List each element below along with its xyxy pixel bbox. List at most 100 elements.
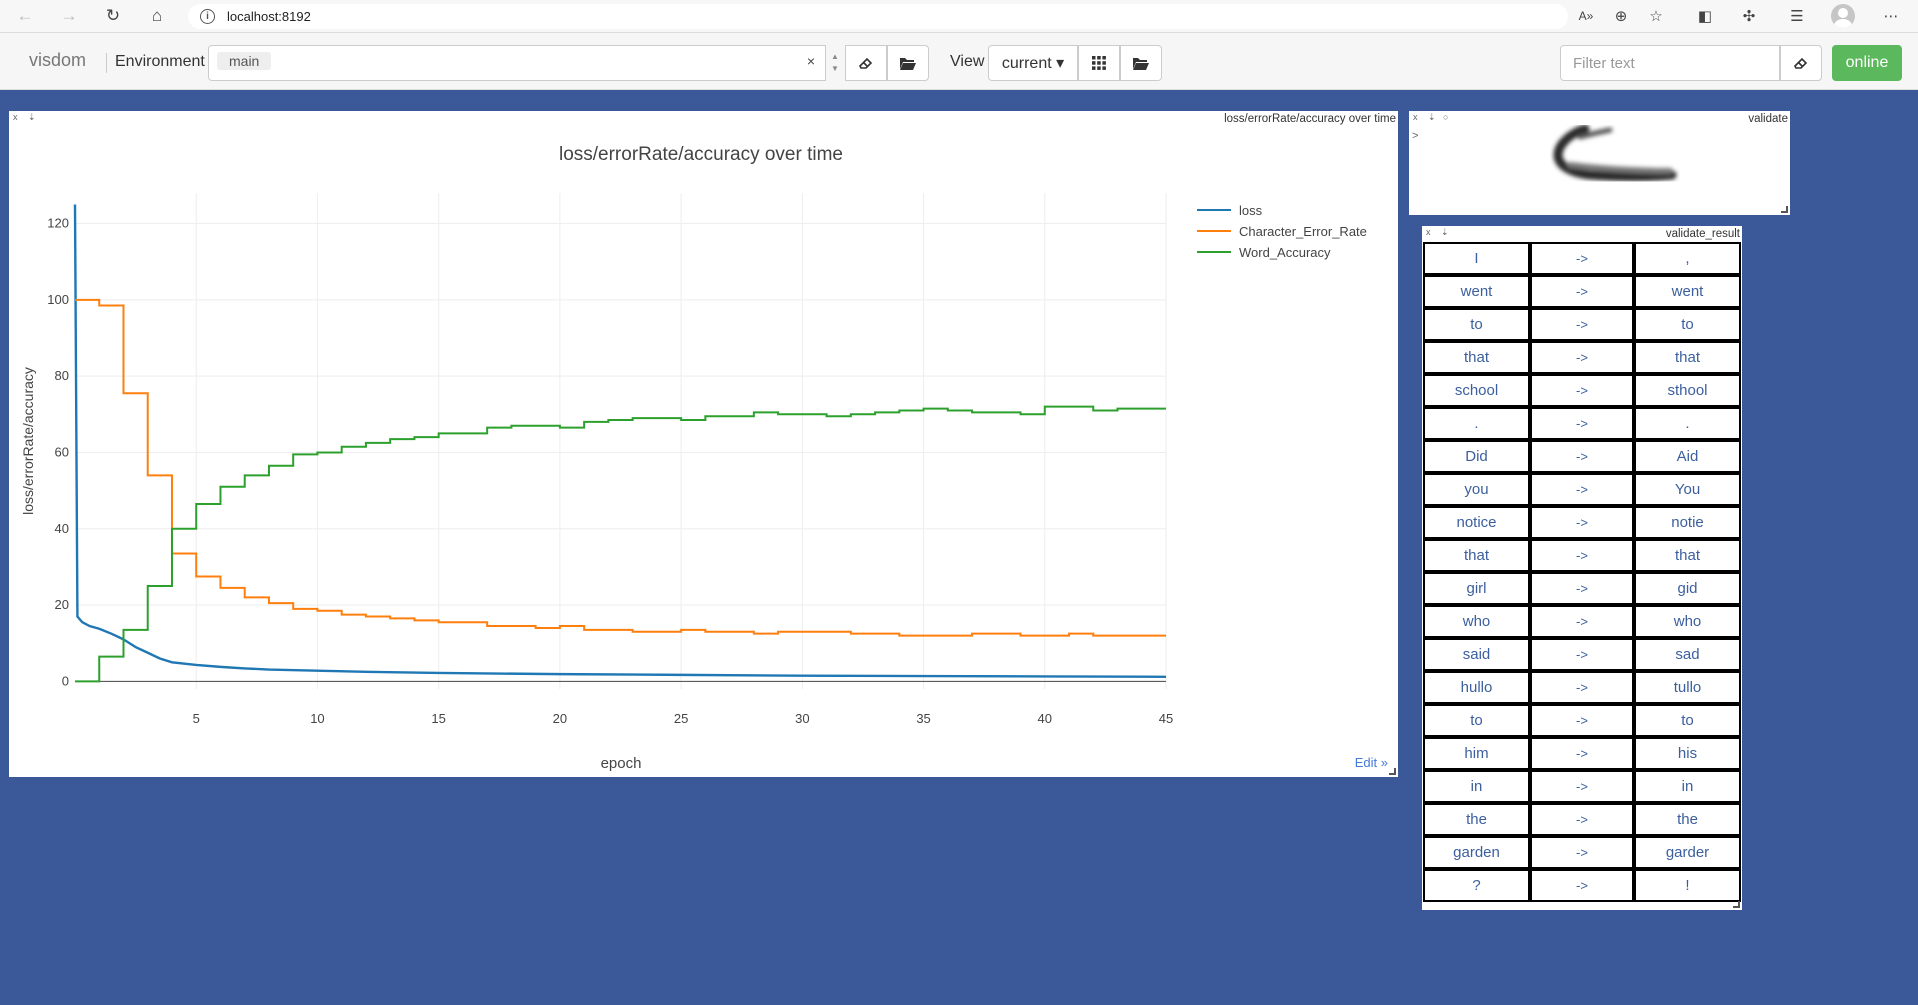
arrow-cell: -> [1530, 374, 1634, 407]
prediction-cell: the [1634, 803, 1741, 836]
reload-icon[interactable]: ↻ [105, 6, 121, 25]
pane-title: loss/errorRate/accuracy over time [1224, 113, 1396, 125]
prediction-cell: to [1634, 704, 1741, 737]
prediction-cell: that [1634, 341, 1741, 374]
arrow-cell: -> [1530, 407, 1634, 440]
target-cell: . [1423, 407, 1530, 440]
prediction-cell: Aid [1634, 440, 1741, 473]
image-pane: x ⇣ ○ validate > [1409, 111, 1790, 215]
profile-icon[interactable] [1830, 4, 1856, 28]
browser-toolbar: ← → ↻ ⌂ i localhost:8192 A» ⊕ ☆ ◧ ✣ ☰ ⋯ [0, 0, 1918, 33]
clear-filter-button[interactable] [1780, 45, 1822, 81]
brand-logo[interactable]: visdom [29, 50, 87, 70]
prediction-cell: tullo [1634, 671, 1741, 704]
back-icon[interactable]: ← [16, 6, 34, 25]
target-cell: that [1423, 341, 1530, 374]
visdom-header: visdom Environment main × ▲ ▼ View curren… [0, 33, 1918, 90]
folder-open-icon [900, 57, 916, 70]
zoom-icon[interactable]: ⊕ [1614, 8, 1628, 25]
info-icon[interactable]: i [200, 9, 215, 24]
pane-titlebar[interactable]: x ⇣ validate_result [1422, 226, 1742, 242]
eraser-button[interactable] [845, 45, 887, 81]
arrow-cell: -> [1530, 770, 1634, 803]
prediction-cell: his [1634, 737, 1741, 770]
validation-handwriting-image [1553, 125, 1677, 181]
resize-handle[interactable] [1389, 768, 1396, 775]
y-tick-label: 120 [47, 216, 69, 231]
resize-handle[interactable] [1781, 206, 1788, 213]
favorites-icon[interactable]: ☰ [1790, 8, 1804, 25]
resize-handle[interactable] [1733, 901, 1740, 908]
table-pane: x ⇣ validate_result I ->, went -> went to -> to… [1422, 226, 1742, 910]
online-status-button[interactable]: online [1832, 45, 1902, 81]
legend-label[interactable]: Character_Error_Rate [1239, 224, 1367, 239]
extensions-icon[interactable]: ✣ [1742, 8, 1756, 25]
arrow-cell: -> [1530, 473, 1634, 506]
line-chart[interactable]: loss/errorRate/accuracy over time 5 10 15 20… [9, 111, 1398, 777]
target-cell: said [1423, 638, 1530, 671]
series-line-loss[interactable] [73, 204, 1167, 678]
view-label: View [950, 53, 985, 70]
arrow-cell: -> [1530, 605, 1634, 638]
chart-pane: x ⇣ loss/errorRate/accuracy over time lo… [9, 111, 1398, 777]
table-row: girl -> gid [1423, 572, 1741, 605]
read-aloud-icon[interactable]: A» [1578, 9, 1594, 23]
environment-select[interactable]: main × [208, 45, 826, 81]
address-bar[interactable]: i localhost:8192 [188, 4, 1568, 29]
environment-label: Environment [115, 53, 205, 70]
folder-button[interactable] [887, 45, 929, 81]
prediction-cell: that [1634, 539, 1741, 572]
filter-input[interactable] [1560, 45, 1780, 81]
table-row: Did -> Aid [1423, 440, 1741, 473]
reset-pane-icon[interactable]: ○ [1443, 112, 1449, 122]
clear-environment-icon[interactable]: × [806, 53, 815, 69]
table-row: garden -> garder [1423, 836, 1741, 869]
x-tick-label: 15 [431, 711, 445, 726]
y-tick-label: 60 [55, 444, 69, 459]
table-row: I ->, [1423, 242, 1741, 275]
table-row: to -> to [1423, 704, 1741, 737]
forward-icon[interactable]: → [60, 6, 78, 25]
arrow-cell: -> [1530, 803, 1634, 836]
favorite-add-icon[interactable]: ☆ [1649, 8, 1663, 25]
prediction-cell: garder [1634, 836, 1741, 869]
target-cell: who [1423, 605, 1530, 638]
table-row: you -> You [1423, 473, 1741, 506]
target-cell: I [1423, 242, 1530, 275]
target-cell: the [1423, 803, 1530, 836]
table-row: him -> his [1423, 737, 1741, 770]
target-cell: hullo [1423, 671, 1530, 704]
x-tick-label: 30 [795, 711, 809, 726]
more-icon[interactable]: ⋯ [1883, 8, 1899, 25]
view-select[interactable]: current ▾ [988, 45, 1078, 81]
prediction-cell: notie [1634, 506, 1741, 539]
split-screen-icon[interactable]: ◧ [1697, 8, 1713, 25]
y-tick-label: 80 [55, 368, 69, 383]
x-tick-label: 20 [553, 711, 567, 726]
series-line-word-accuracy[interactable] [75, 405, 1166, 683]
download-pane-icon[interactable]: ⇣ [1428, 112, 1436, 122]
table-row: that -> that [1423, 341, 1741, 374]
close-pane-icon[interactable]: x [1426, 227, 1431, 237]
pane-titlebar[interactable]: x ⇣ loss/errorRate/accuracy over time [9, 111, 1398, 127]
x-axis-label: epoch [601, 755, 642, 772]
series-line-character-error-rate[interactable] [75, 298, 1166, 637]
prediction-cell: in [1634, 770, 1741, 803]
view-folder-button[interactable] [1120, 45, 1162, 81]
arrow-cell: -> [1530, 242, 1634, 275]
table-row: said -> sad [1423, 638, 1741, 671]
environment-chip[interactable]: main [217, 52, 272, 70]
environment-stepper[interactable]: ▲ ▼ [826, 45, 844, 81]
home-icon[interactable]: ⌂ [151, 6, 163, 25]
pane-titlebar[interactable]: x ⇣ ○ validate [1409, 111, 1790, 127]
edit-link[interactable]: Edit » [1354, 755, 1388, 770]
grid-layout-button[interactable] [1078, 45, 1120, 81]
legend-label[interactable]: loss [1239, 203, 1263, 218]
download-pane-icon[interactable]: ⇣ [1441, 227, 1449, 237]
legend-label[interactable]: Word_Accuracy [1239, 245, 1331, 260]
target-cell: Did [1423, 440, 1530, 473]
arrow-cell: -> [1530, 572, 1634, 605]
close-pane-icon[interactable]: x [13, 112, 18, 122]
close-pane-icon[interactable]: x [1413, 112, 1418, 122]
download-pane-icon[interactable]: ⇣ [28, 112, 36, 122]
